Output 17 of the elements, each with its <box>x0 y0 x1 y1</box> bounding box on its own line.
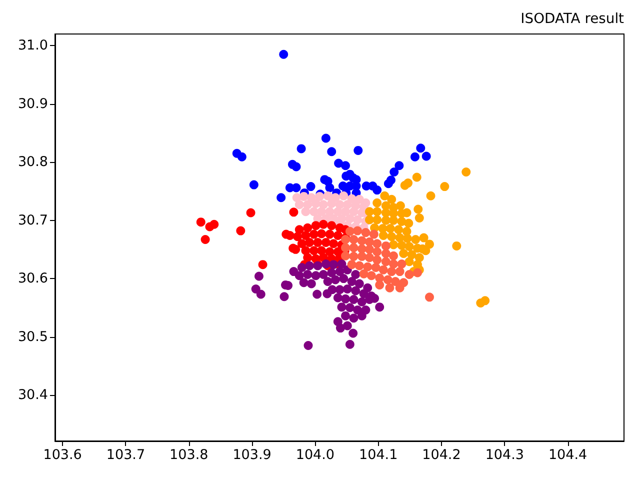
y-tick-label: 30.4 <box>18 387 48 403</box>
y-tick-label: 30.9 <box>18 96 48 112</box>
x-tick-label: 103.7 <box>106 447 146 463</box>
x-tick-label: 104.1 <box>359 447 398 463</box>
x-tick-label: 104.2 <box>422 447 461 463</box>
y-tick-label: 30.8 <box>18 154 48 170</box>
y-tick-label: 30.6 <box>18 270 48 287</box>
x-tick-label: 104.4 <box>548 447 588 463</box>
x-tick-label: 104.0 <box>296 447 335 463</box>
x-tick-label: 104.3 <box>485 447 524 463</box>
y-tick-label: 30.5 <box>18 328 48 345</box>
y-tick-label: 31.0 <box>18 38 48 54</box>
y-tick-label: 30.7 <box>18 212 48 228</box>
x-tick-label: 103.8 <box>170 447 208 463</box>
chart-title: ISODATA result <box>520 11 625 27</box>
x-tick-label: 103.9 <box>232 447 272 463</box>
x-tick-label: 103.6 <box>43 447 82 463</box>
